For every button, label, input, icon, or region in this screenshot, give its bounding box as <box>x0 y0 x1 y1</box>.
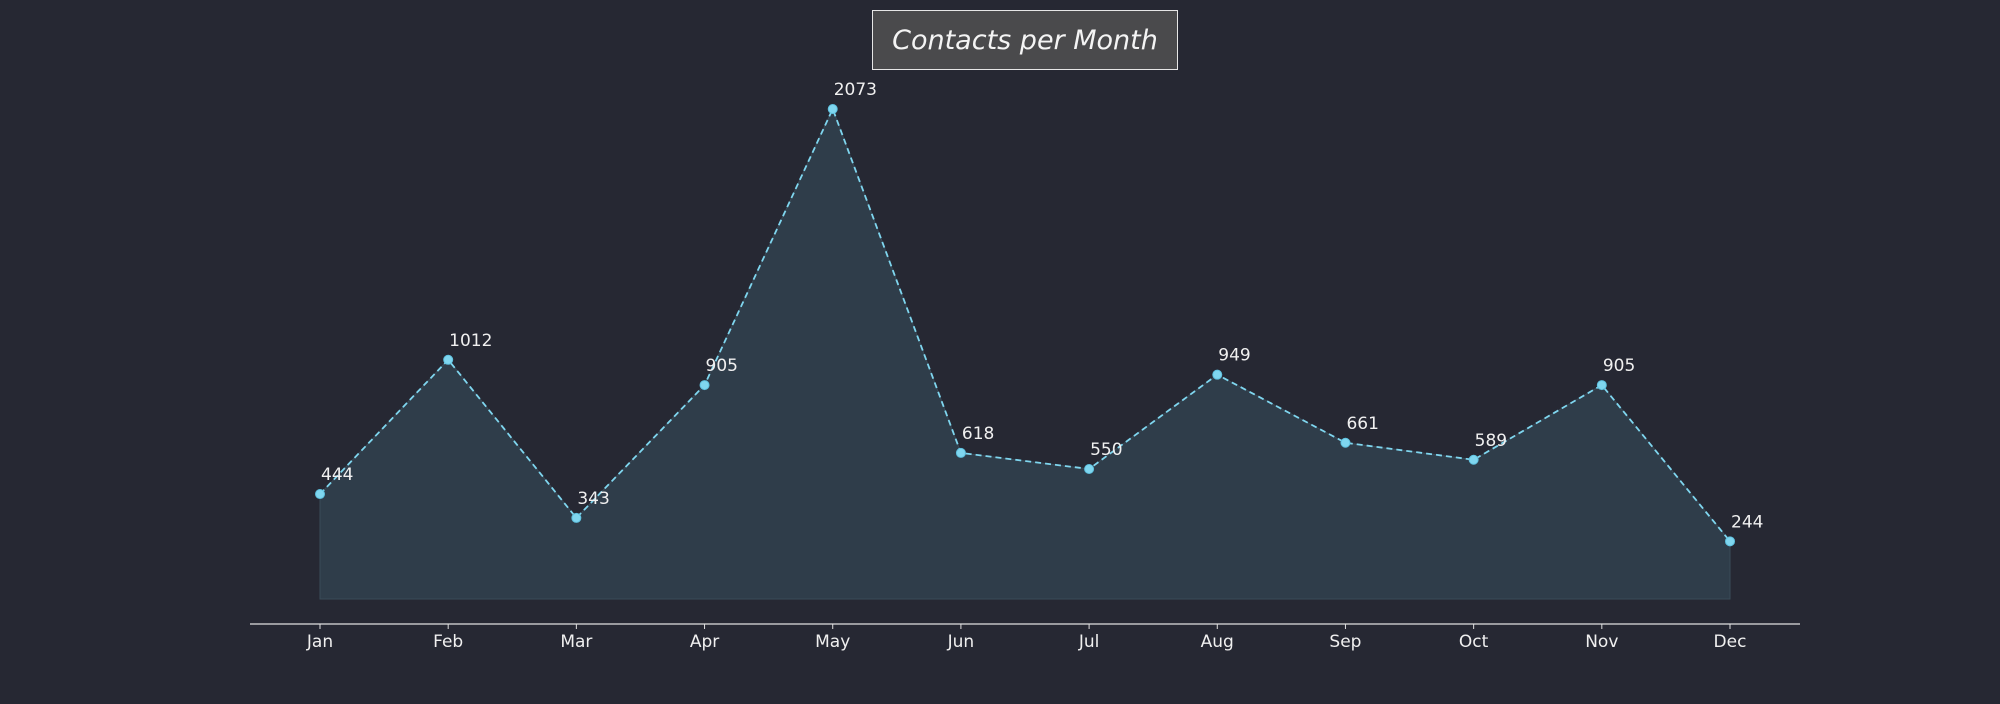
data-label: 2073 <box>834 80 877 100</box>
data-point <box>571 512 582 523</box>
x-tick-label: Apr <box>690 632 719 652</box>
data-label: 905 <box>706 356 738 376</box>
data-point <box>443 354 454 365</box>
x-tick-label: Jan <box>306 632 333 652</box>
data-labels-layer: 444 1012 343 905 2073 618 550 949 661 589 905 244 <box>321 80 1763 532</box>
data-label: 949 <box>1218 346 1250 366</box>
data-label: 343 <box>577 489 609 509</box>
series-line <box>319 106 1731 542</box>
area-fill <box>319 107 1731 600</box>
area-fill-layer <box>319 107 1731 600</box>
data-label: 244 <box>1731 512 1763 532</box>
data-point <box>1596 380 1607 391</box>
data-label: 1012 <box>449 331 492 351</box>
x-tick-label: Sep <box>1329 632 1361 652</box>
data-label: 444 <box>321 465 353 485</box>
data-label: 589 <box>1475 431 1507 451</box>
data-point <box>315 489 325 500</box>
x-tick-label: Oct <box>1459 632 1489 652</box>
data-point <box>1468 454 1479 465</box>
x-axis: Jan Feb Mar Apr May Jun Jul Aug Sep Oct Nov Dec <box>250 623 1800 652</box>
chart-title: Contacts per Month <box>892 24 1158 56</box>
x-tick-label: Jun <box>947 632 975 652</box>
data-point <box>1084 463 1095 474</box>
points-layer <box>315 104 1735 547</box>
x-tick-label: Nov <box>1585 632 1618 652</box>
x-tick-label: Aug <box>1201 632 1234 652</box>
data-point <box>955 447 966 458</box>
data-point <box>1340 437 1351 448</box>
x-tick-label: Mar <box>560 632 592 652</box>
data-label: 905 <box>1603 356 1635 376</box>
data-label: 550 <box>1090 440 1122 460</box>
x-tick-label: May <box>815 632 850 652</box>
x-tick-label: Dec <box>1714 632 1747 652</box>
x-tick-label: Jul <box>1078 632 1100 652</box>
x-tick-label: Feb <box>433 632 463 652</box>
chart-title-box: Contacts per Month <box>872 10 1178 70</box>
series-line-layer <box>319 106 1731 542</box>
data-point <box>1725 536 1735 547</box>
data-label: 661 <box>1346 414 1378 434</box>
data-point <box>1212 369 1223 380</box>
data-label: 618 <box>962 424 994 444</box>
data-point <box>699 380 710 391</box>
data-point <box>827 104 838 114</box>
